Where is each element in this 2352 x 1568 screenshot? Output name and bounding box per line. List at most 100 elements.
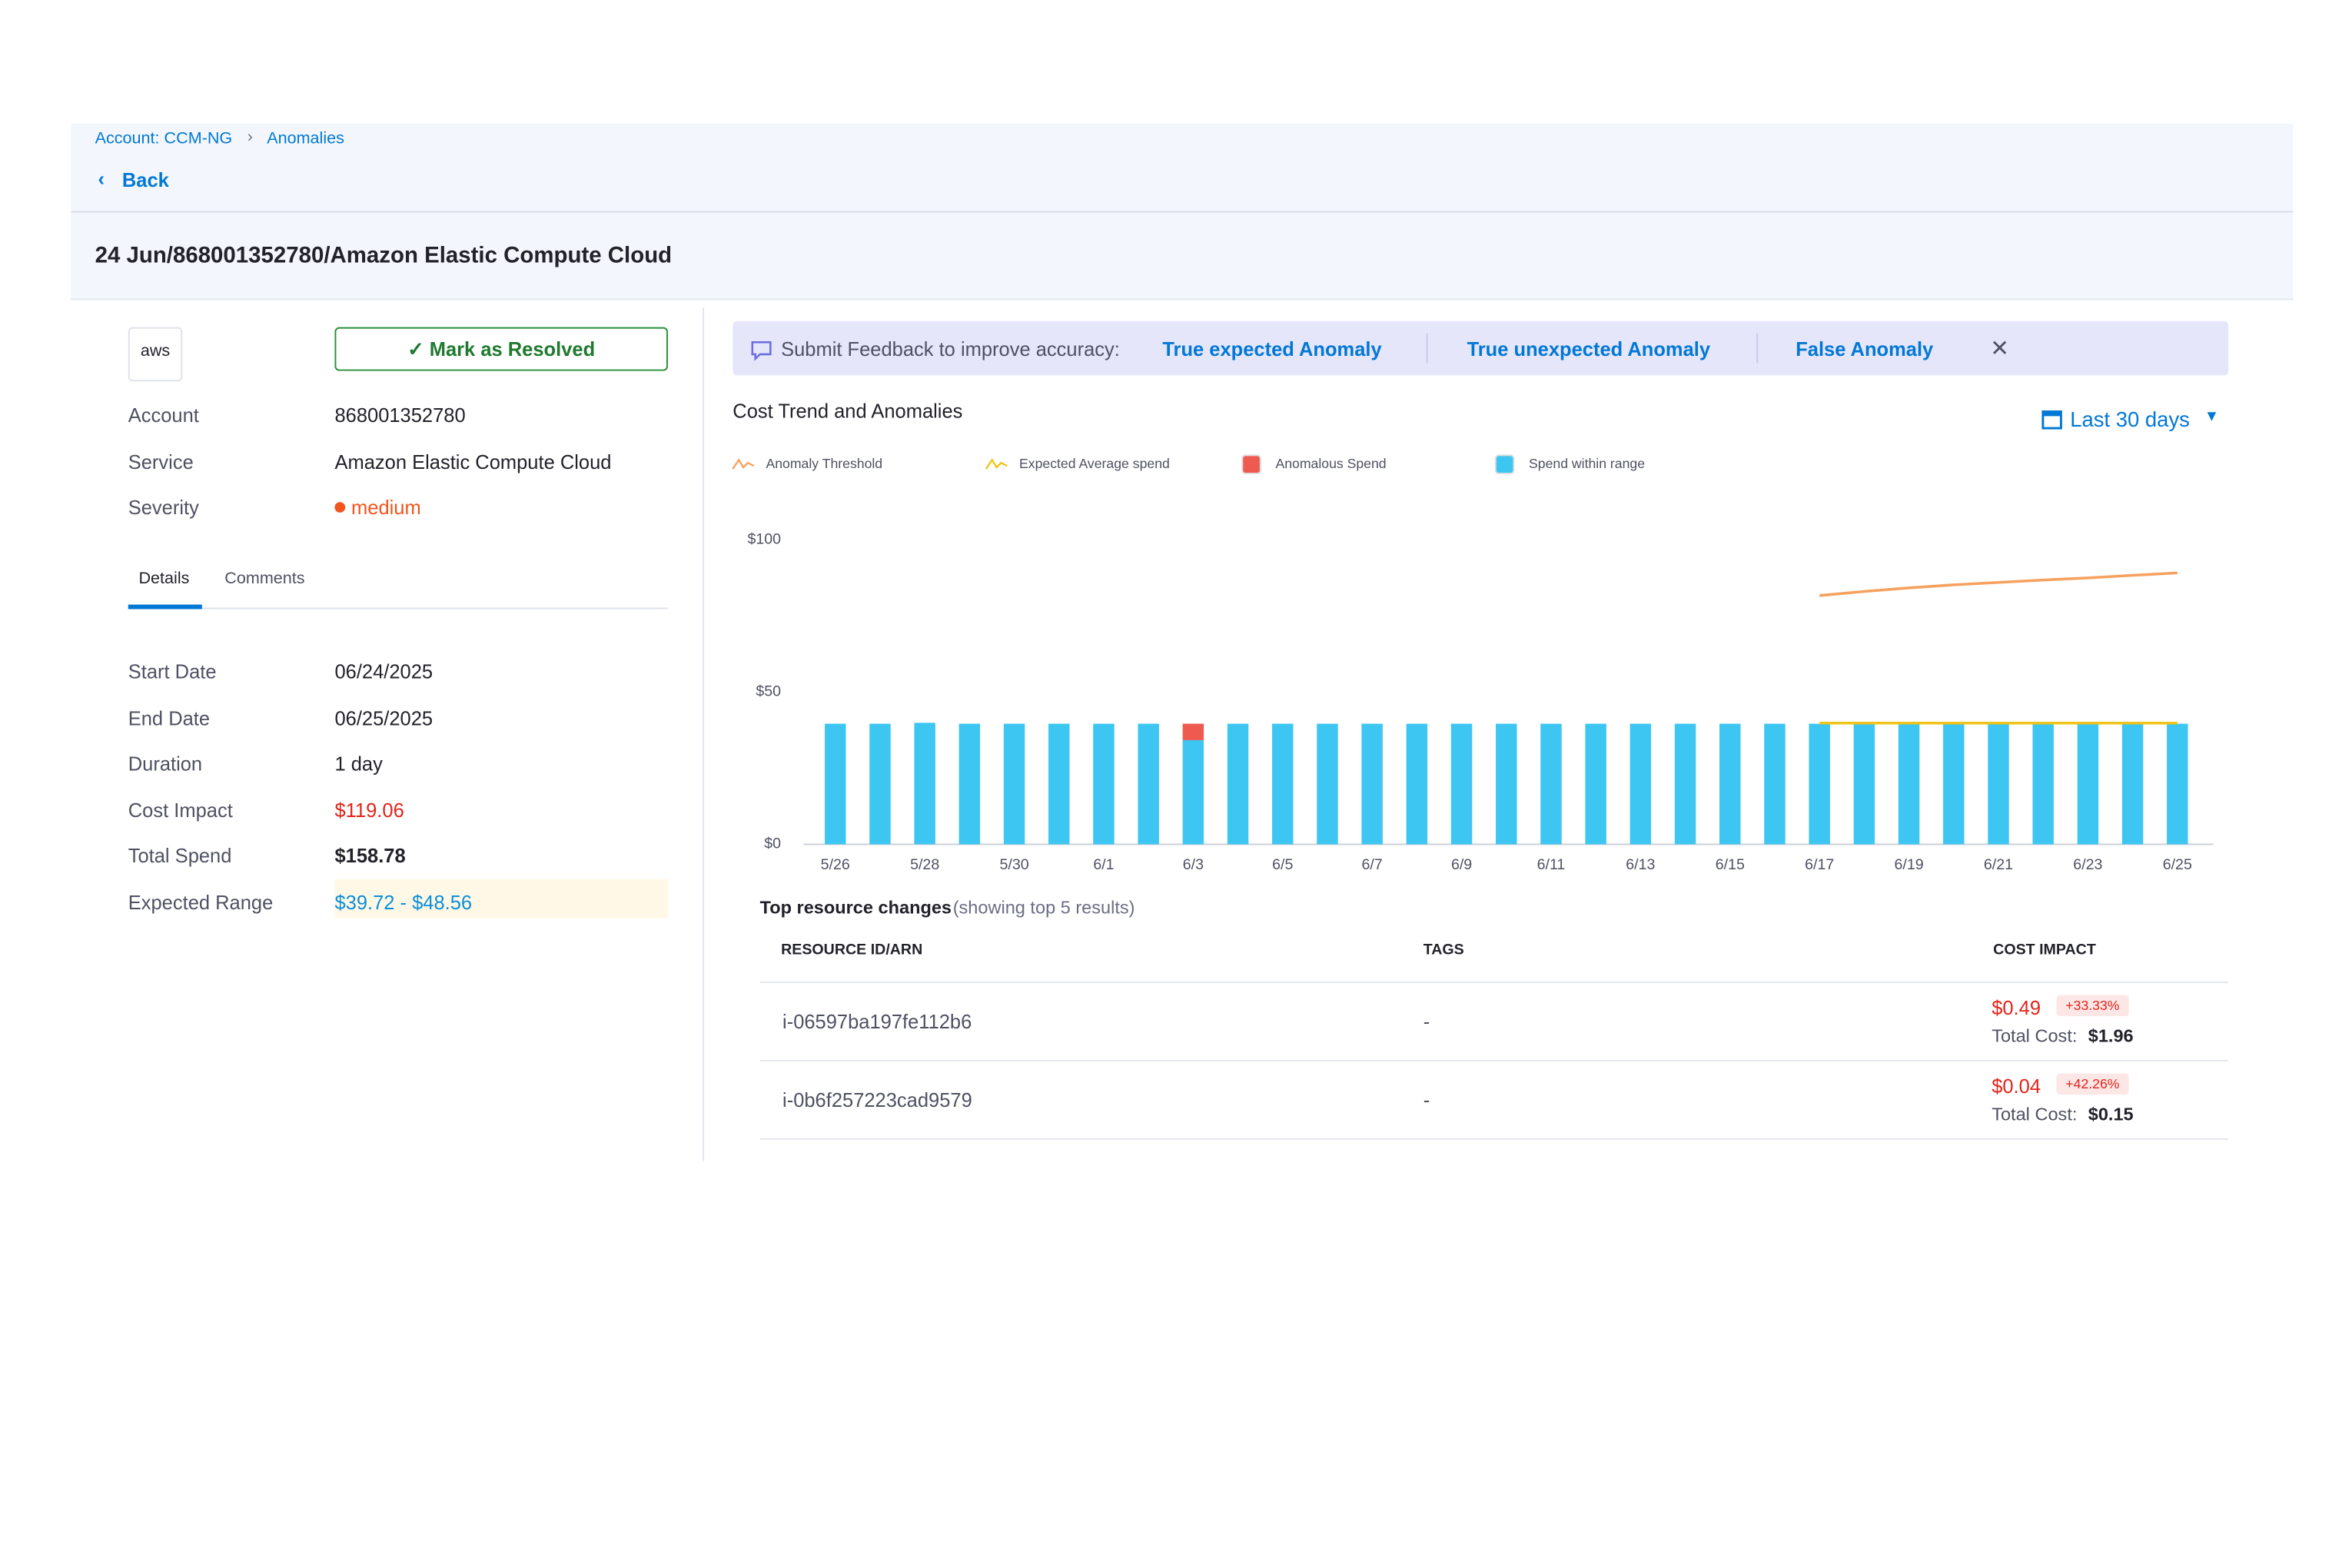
x-tick-label: 6/13	[1626, 856, 1655, 873]
resource-id: i-0b6f257223cad9579	[782, 1088, 972, 1111]
field-value: 868001352780	[334, 404, 465, 427]
bar	[1183, 740, 1204, 845]
field-value: 06/24/2025	[334, 660, 433, 683]
x-tick-label: 5/26	[821, 856, 850, 873]
x-tick-label: 5/30	[999, 856, 1028, 873]
close-icon[interactable]: ✕	[1990, 334, 2009, 361]
legend-label: Anomaly Threshold	[766, 456, 882, 471]
field-value: $119.06	[334, 799, 404, 821]
x-tick-label: 6/5	[1272, 856, 1293, 873]
bar	[1004, 724, 1025, 845]
bar	[1272, 724, 1293, 845]
x-tick-label: 6/7	[1362, 856, 1383, 873]
bar	[1630, 724, 1651, 845]
bar	[1899, 724, 1919, 845]
x-tick-label: 6/21	[1984, 856, 2013, 873]
bar	[1496, 724, 1517, 845]
row-divider	[760, 982, 2229, 983]
x-tick-label: 6/15	[1716, 856, 1745, 873]
breadcrumb-link[interactable]: Anomalies	[267, 130, 344, 148]
back-icon[interactable]: ‹	[98, 168, 105, 190]
y-tick-label: $50	[756, 683, 781, 700]
bar	[1943, 724, 1964, 845]
x-tick-label: 6/1	[1093, 856, 1114, 873]
tab-indicator	[128, 605, 202, 610]
line	[1819, 573, 2178, 595]
bar	[1540, 724, 1561, 845]
severity-value: medium	[351, 496, 421, 518]
bar	[2078, 724, 2098, 845]
bar	[1227, 724, 1248, 845]
bar	[1764, 724, 1785, 845]
bar	[2122, 724, 2143, 845]
divider	[71, 211, 2293, 213]
total-label: Total Cost:	[1992, 1104, 2077, 1125]
bar	[1988, 724, 2008, 845]
divider	[1427, 334, 1428, 364]
tab[interactable]: Comments	[224, 570, 304, 588]
field-label: Account	[128, 404, 199, 427]
feedback-option[interactable]: True expected Anomaly	[1162, 337, 1381, 360]
chart-title: Cost Trend and Anomalies	[733, 400, 962, 422]
bar	[1585, 724, 1606, 845]
page-title: 24 Jun/868001352780/Amazon Elastic Compu…	[95, 243, 673, 268]
row-divider	[760, 1138, 2229, 1140]
legend-swatch	[733, 460, 753, 469]
aws-logo: aws	[128, 327, 183, 382]
bar	[1407, 724, 1427, 845]
field-value: $39.72 - $48.56	[334, 890, 472, 912]
x-tick-label: 6/11	[1537, 856, 1566, 873]
cost-change: +33.33%	[2057, 995, 2129, 1016]
bar	[825, 724, 845, 845]
feedback-icon	[749, 339, 773, 361]
back-link[interactable]: Back	[122, 169, 169, 191]
tab-active[interactable]: Details	[138, 570, 189, 588]
field-label: End Date	[128, 706, 210, 729]
cost-change: +42.26%	[2057, 1074, 2129, 1095]
resolve-button[interactable]: ✓ Mark as Resolved	[334, 327, 668, 371]
bar	[869, 724, 890, 845]
divider	[1756, 334, 1758, 364]
field-label: Duration	[128, 752, 202, 775]
bar	[1854, 724, 1875, 845]
cost-impact: $0.49	[1992, 997, 2041, 1019]
field-label: Total Spend	[128, 844, 232, 866]
dropdown-caret[interactable]: ▼	[2204, 409, 2219, 426]
column-header: COST IMPACT	[1993, 942, 2096, 959]
bar	[2167, 724, 2188, 845]
x-tick-label: 5/28	[910, 856, 939, 873]
bar	[959, 724, 980, 845]
bar	[1183, 724, 1204, 740]
bar	[1719, 724, 1740, 845]
calendar-icon[interactable]	[2041, 409, 2062, 430]
bar	[914, 723, 935, 844]
legend-swatch	[986, 460, 1007, 469]
row-divider	[760, 1060, 2229, 1061]
legend-label: Spend within range	[1529, 456, 1645, 471]
legend-label: Anomalous Spend	[1275, 456, 1386, 471]
y-tick-label: $100	[747, 530, 781, 547]
column-header: RESOURCE ID/ARN	[781, 942, 922, 959]
total-label: Total Cost:	[1992, 1025, 2077, 1046]
legend-swatch	[1496, 455, 1514, 473]
total-cost: $1.96	[2088, 1025, 2134, 1046]
field-value: $158.78	[334, 844, 405, 866]
cost-impact: $0.04	[1992, 1075, 2041, 1098]
breadcrumb-separator: ›	[247, 128, 253, 147]
feedback-prompt: Submit Feedback to improve accuracy:	[781, 337, 1120, 360]
tags: -	[1423, 1010, 1430, 1032]
total-cost: $0.15	[2088, 1104, 2134, 1125]
feedback-option[interactable]: False Anomaly	[1796, 337, 1933, 360]
bar	[1048, 724, 1069, 845]
field-label: Cost Impact	[128, 799, 233, 821]
field-value: 06/25/2025	[334, 706, 433, 729]
field-label: Severity	[128, 496, 199, 518]
x-tick-label: 6/9	[1451, 856, 1472, 873]
breadcrumb-link[interactable]: Account: CCM-NG	[95, 130, 233, 148]
bar	[1138, 724, 1158, 845]
feedback-option[interactable]: True unexpected Anomaly	[1467, 337, 1710, 360]
range-selector[interactable]: Last 30 days	[2070, 407, 2190, 431]
